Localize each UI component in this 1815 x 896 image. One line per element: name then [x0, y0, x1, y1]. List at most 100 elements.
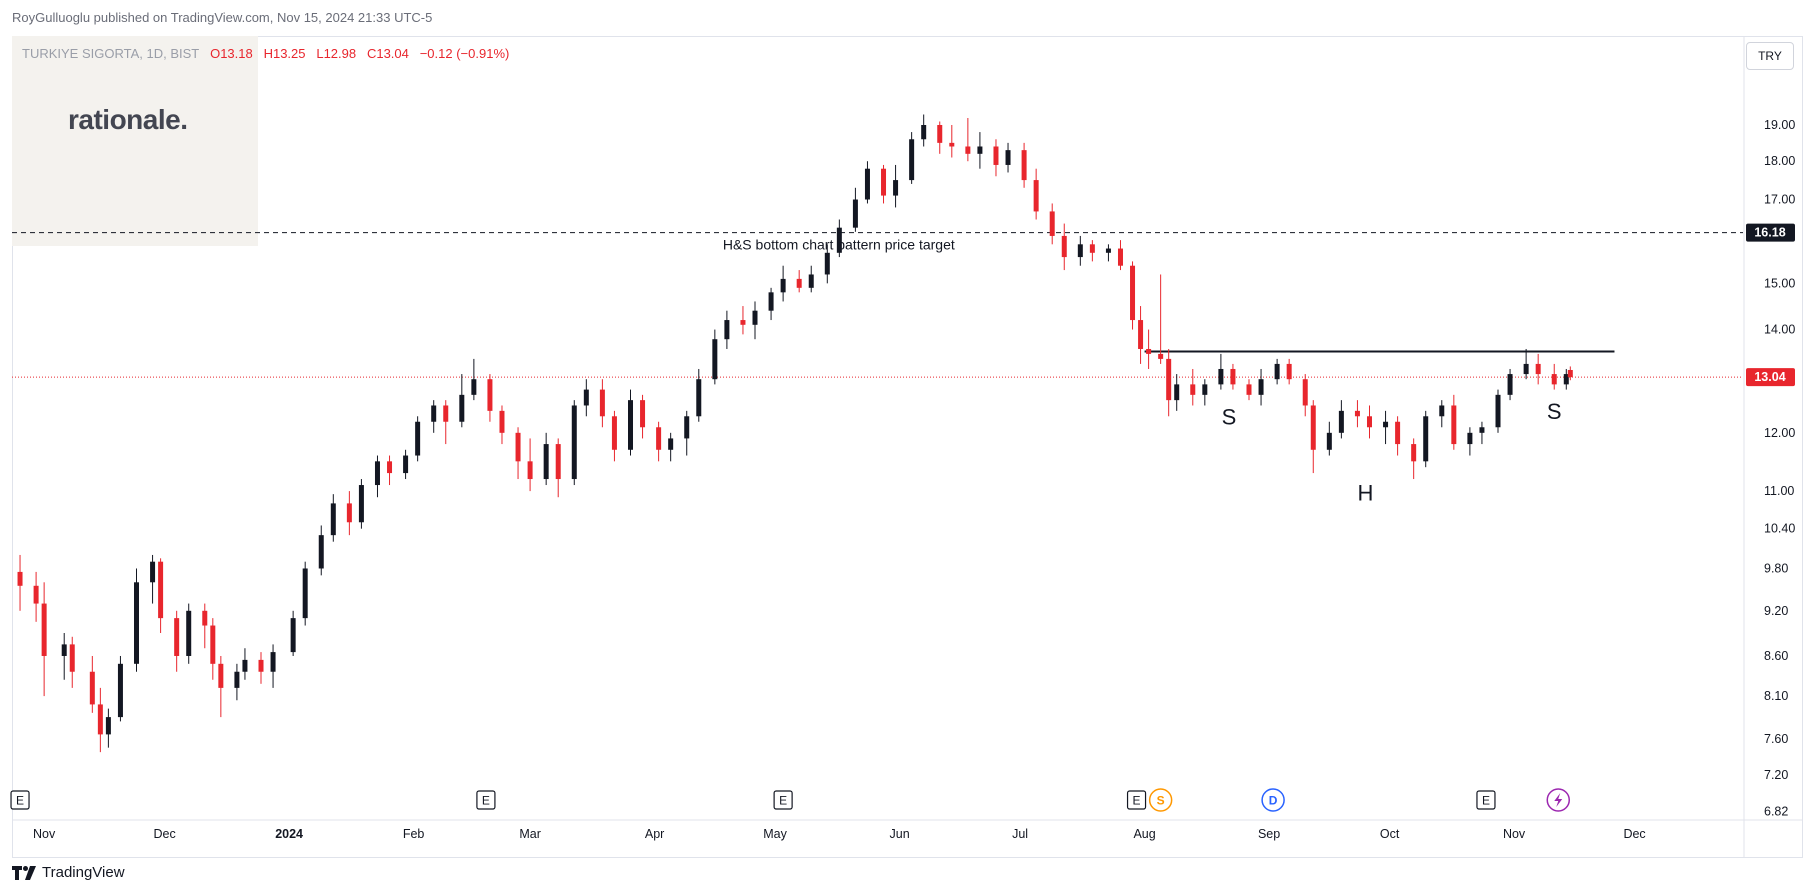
- candle-body[interactable]: [836, 227, 842, 253]
- candle-body[interactable]: [69, 644, 75, 672]
- candle-body[interactable]: [599, 389, 605, 417]
- candle-body[interactable]: [808, 274, 814, 288]
- candle-body[interactable]: [443, 405, 449, 422]
- candle-body[interactable]: [1423, 416, 1429, 462]
- candle-body[interactable]: [431, 405, 437, 422]
- candle-body[interactable]: [1563, 374, 1569, 385]
- candle-body[interactable]: [346, 503, 352, 523]
- candle-body[interactable]: [740, 320, 746, 325]
- dividend-marker[interactable]: [1261, 788, 1285, 812]
- candle-body[interactable]: [89, 671, 95, 705]
- candle-body[interactable]: [415, 421, 421, 456]
- candle-body[interactable]: [1061, 235, 1067, 258]
- candle-body[interactable]: [1274, 363, 1280, 380]
- candle-body[interactable]: [937, 125, 943, 143]
- candle-body[interactable]: [150, 561, 156, 583]
- candle-body[interactable]: [1202, 384, 1208, 395]
- candle-body[interactable]: [487, 379, 493, 411]
- candle-body[interactable]: [202, 610, 208, 626]
- candle-body[interactable]: [134, 582, 140, 664]
- candle-body[interactable]: [1338, 410, 1344, 433]
- candle-body[interactable]: [515, 432, 521, 462]
- candle-body[interactable]: [97, 704, 103, 735]
- candle-body[interactable]: [1366, 416, 1372, 428]
- candle-body[interactable]: [358, 485, 364, 523]
- candle-body[interactable]: [1021, 150, 1027, 181]
- candle-body[interactable]: [33, 585, 39, 604]
- candle-body[interactable]: [949, 142, 955, 147]
- candle-body[interactable]: [1049, 211, 1055, 236]
- candle-body[interactable]: [1451, 405, 1457, 445]
- candle-body[interactable]: [684, 416, 690, 439]
- candle-body[interactable]: [977, 146, 983, 154]
- candle-body[interactable]: [993, 146, 999, 165]
- currency-button[interactable]: TRY: [1746, 42, 1794, 70]
- candle-body[interactable]: [258, 659, 264, 672]
- candle-body[interactable]: [1507, 374, 1513, 395]
- candle-body[interactable]: [1567, 369, 1573, 378]
- candle-body[interactable]: [1146, 348, 1152, 354]
- candle-body[interactable]: [302, 568, 308, 619]
- candle-body[interactable]: [909, 139, 915, 181]
- candle-body[interactable]: [1158, 353, 1164, 359]
- candle-body[interactable]: [1005, 150, 1011, 165]
- candle-body[interactable]: [387, 461, 393, 474]
- earnings-marker[interactable]: [476, 790, 496, 810]
- candle-body[interactable]: [1077, 244, 1083, 258]
- candle-body[interactable]: [768, 292, 774, 311]
- candle-body[interactable]: [1383, 421, 1389, 428]
- candle-body[interactable]: [1105, 248, 1111, 253]
- candle-body[interactable]: [174, 618, 180, 656]
- candle-body[interactable]: [1535, 363, 1541, 375]
- candle-body[interactable]: [1411, 444, 1417, 462]
- candle-body[interactable]: [1326, 432, 1332, 450]
- candle-body[interactable]: [1089, 244, 1095, 253]
- candle-body[interactable]: [186, 610, 192, 656]
- candle-body[interactable]: [1286, 363, 1292, 380]
- candle-body[interactable]: [1130, 265, 1136, 321]
- candle-body[interactable]: [374, 461, 380, 486]
- candle-body[interactable]: [712, 339, 718, 380]
- candle-body[interactable]: [555, 444, 561, 480]
- candle-body[interactable]: [17, 571, 23, 586]
- candle-body[interactable]: [41, 603, 47, 656]
- candle-body[interactable]: [1551, 374, 1557, 385]
- candle-body[interactable]: [1258, 379, 1264, 395]
- candle-body[interactable]: [656, 427, 662, 450]
- candle-body[interactable]: [1166, 358, 1172, 401]
- earnings-marker[interactable]: [773, 790, 793, 810]
- earnings-marker[interactable]: [10, 790, 30, 810]
- candle-body[interactable]: [270, 652, 276, 672]
- candle-body[interactable]: [61, 644, 67, 656]
- candle-body[interactable]: [543, 444, 549, 480]
- candle-body[interactable]: [234, 671, 240, 688]
- candle-body[interactable]: [1479, 427, 1485, 433]
- candle-body[interactable]: [752, 310, 758, 325]
- candle-body[interactable]: [893, 180, 899, 196]
- candle-body[interactable]: [824, 252, 830, 275]
- candle-body[interactable]: [1174, 384, 1180, 401]
- candle-body[interactable]: [210, 625, 216, 664]
- candle-body[interactable]: [1246, 384, 1252, 395]
- candle-body[interactable]: [105, 717, 111, 735]
- candle-body[interactable]: [1033, 180, 1039, 212]
- candle-body[interactable]: [117, 663, 123, 718]
- candle-body[interactable]: [1138, 320, 1144, 349]
- split-marker[interactable]: [1148, 788, 1173, 812]
- candle-body[interactable]: [1310, 405, 1316, 450]
- candle-body[interactable]: [1302, 379, 1308, 406]
- candle-body[interactable]: [459, 394, 465, 422]
- candle-body[interactable]: [881, 168, 887, 196]
- candle-body[interactable]: [1230, 368, 1236, 385]
- candle-body[interactable]: [668, 438, 674, 450]
- candle-body[interactable]: [583, 389, 589, 406]
- candle-body[interactable]: [864, 168, 870, 200]
- candle-body[interactable]: [242, 659, 248, 672]
- candle-body[interactable]: [724, 320, 730, 340]
- candle-body[interactable]: [403, 455, 409, 474]
- candle-body[interactable]: [611, 416, 617, 450]
- candle-body[interactable]: [318, 535, 324, 569]
- candle-body[interactable]: [1117, 248, 1123, 266]
- tradingview-footer[interactable]: TradingView: [12, 864, 125, 881]
